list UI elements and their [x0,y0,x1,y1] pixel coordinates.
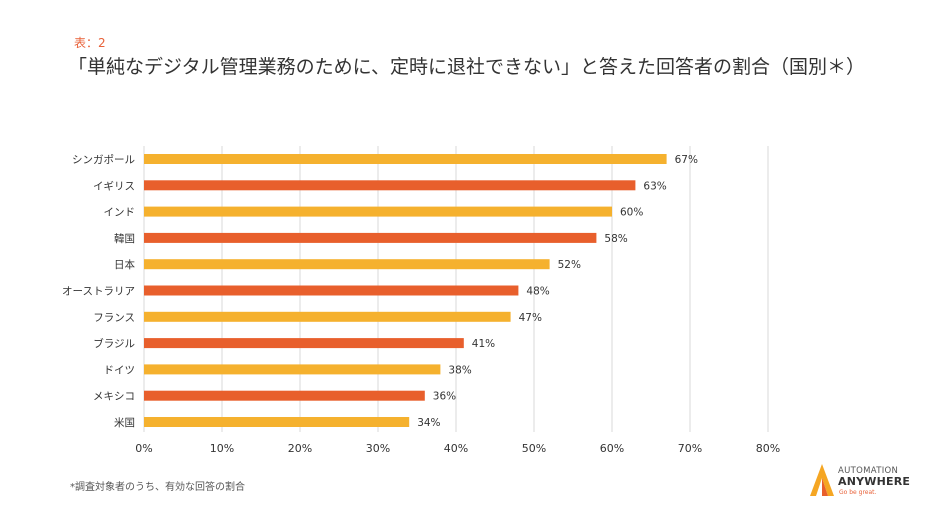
bar [144,206,612,217]
logo-line1: AUTOMATION [838,466,899,476]
x-tick-label: 10% [210,442,234,455]
data-label: 47% [519,312,542,324]
x-tick-label: 70% [678,442,702,455]
logo-tagline: Go be great. [839,489,877,496]
bar [144,390,425,401]
data-label: 63% [643,180,666,192]
data-label: 38% [448,364,471,376]
data-label: 48% [526,286,549,298]
table-number-label: 表：2 [74,36,106,50]
x-tick-label: 80% [756,442,780,455]
category-label: ドイツ [104,364,136,376]
category-label: 日本 [114,258,135,271]
logo-line2: ANYWHERE [838,475,911,488]
category-label: イギリス [93,180,135,192]
bar [144,180,636,191]
bar [144,417,410,427]
data-label: 58% [604,233,627,245]
category-label: 韓国 [114,233,135,245]
category-label: シンガポール [72,154,135,166]
category-label: 米国 [114,416,135,429]
category-label: メキシコ [93,391,135,403]
bar-chart: 0% 10% 20% 30% 40% 50% 60% 70% 80% シンガポール 67% イギリス 6… [62,146,780,455]
category-label: オーストラリア [62,286,135,298]
x-tick-label: 0% [135,442,152,455]
bar [144,364,441,375]
x-tick-label: 60% [600,442,624,455]
data-label: 34% [417,417,440,429]
bar [144,232,597,243]
data-label: 52% [558,259,581,271]
x-tick-label: 20% [288,442,312,455]
bar [144,285,519,296]
x-tick-label: 50% [522,442,546,455]
footnote: *調査対象者のうち、有効な回答の割合 [70,482,245,493]
category-label: フランス [93,312,135,324]
data-label: 67% [675,154,698,166]
data-label: 60% [620,207,643,219]
x-tick-label: 30% [366,442,390,455]
bar [144,338,464,349]
bar [144,154,667,164]
category-label: インド [104,207,136,219]
x-tick-label: 40% [444,442,468,455]
bar [144,311,511,322]
logo-a-icon [810,464,834,496]
data-label: 36% [433,391,456,403]
category-label: ブラジル [93,337,135,350]
bar [144,259,550,270]
automation-anywhere-logo: AUTOMATION ANYWHERE Go be great. [808,462,918,502]
chart-title: 「単純なデジタル管理業務のために、定時に退社できない」と答えた回答者の割合（国別… [68,56,866,78]
data-label: 41% [472,338,495,350]
